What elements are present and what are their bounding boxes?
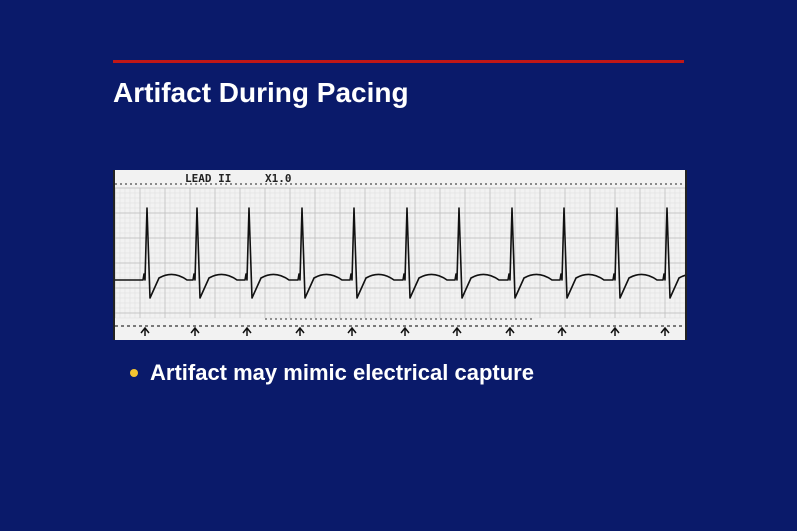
ecg-svg: LEAD II X1.0 xyxy=(115,170,685,340)
divider-line xyxy=(113,60,684,63)
pacing-marker-arrow-icon xyxy=(141,328,149,336)
pacing-marker-arrow-icon xyxy=(296,328,304,336)
ecg-label-lead: LEAD II xyxy=(185,172,231,185)
pacing-marker-arrow-icon xyxy=(661,328,669,336)
pacing-marker-arrow-icon xyxy=(453,328,461,336)
pacing-marker-arrow-icon xyxy=(401,328,409,336)
slide: Artifact During Pacing LEAD II X1.0 Artif… xyxy=(0,0,797,531)
ecg-label-gain: X1.0 xyxy=(265,172,292,185)
pacing-marker-arrow-icon xyxy=(348,328,356,336)
pacing-marker-arrow-icon xyxy=(191,328,199,336)
slide-title: Artifact During Pacing xyxy=(113,78,409,109)
pacing-marker-arrow-icon xyxy=(611,328,619,336)
bullet-text: Artifact may mimic electrical capture xyxy=(150,360,534,386)
pacing-marker-arrow-icon xyxy=(243,328,251,336)
bullet-row: Artifact may mimic electrical capture xyxy=(130,360,534,386)
pacing-marker-arrow-icon xyxy=(558,328,566,336)
bullet-dot-icon xyxy=(130,369,138,377)
ecg-strip: LEAD II X1.0 xyxy=(113,170,687,340)
pacing-marker-arrow-icon xyxy=(506,328,514,336)
